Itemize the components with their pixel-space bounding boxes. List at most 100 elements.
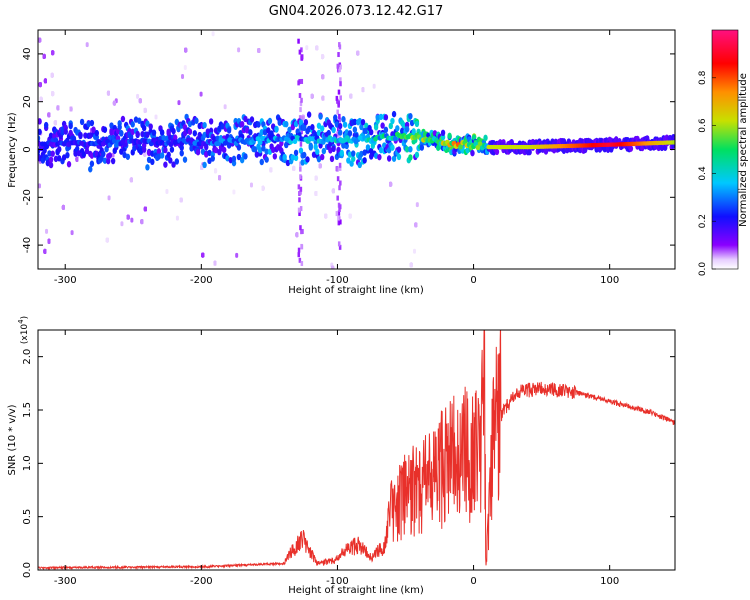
spectrogram-band-cell — [326, 129, 331, 137]
spectrogram-band-cell — [169, 146, 175, 153]
spectrogram-noise-cell — [321, 54, 325, 60]
spectrogram-noise-cell — [218, 175, 222, 181]
spectrogram-band-cell — [57, 146, 62, 153]
spectrogram-band-cell — [217, 148, 222, 156]
spectrogram-streak-cell — [301, 228, 304, 234]
spectrogram-band-cell — [163, 161, 168, 168]
spectrogram-band-cell — [137, 117, 142, 124]
spectrogram-band-cell — [161, 135, 166, 142]
spectrogram-band-cell — [259, 158, 264, 166]
spectrogram-band-cell — [81, 151, 86, 158]
spectrogram-band-cell — [628, 145, 634, 152]
snr-frame — [37, 329, 676, 571]
spectrogram-streak-cell — [337, 215, 340, 221]
spectrogram-band-cell — [408, 112, 413, 120]
spectrogram-band-cell — [57, 155, 62, 162]
spectrogram-streak-cell — [338, 206, 341, 212]
spectrogram-band-cell — [465, 147, 470, 154]
spectrogram-band-cell — [274, 125, 279, 133]
spectrogram-band-cell — [342, 121, 348, 128]
spectrogram-band-cell — [293, 120, 299, 128]
spectrogram-band-cell — [378, 113, 384, 121]
spectrogram-streak-cell — [299, 141, 303, 147]
spectrogram-ridge-cell — [111, 138, 117, 144]
spectrogram-band-cell — [404, 126, 410, 133]
spectrogram-streak-cell — [299, 101, 303, 107]
spectrogram-band-cell — [337, 122, 343, 130]
spectrogram-streak-cell — [335, 211, 339, 217]
spectrogram-noise-cell — [47, 112, 51, 118]
spectrogram-band-cell — [284, 141, 289, 149]
spectrogram-noise-cell — [111, 152, 115, 158]
spectrogram-band-cell — [239, 156, 245, 164]
spectrogram-noise-cell — [321, 74, 325, 80]
snr-y-tick-label: 1.0 — [22, 455, 33, 471]
spectrogram-band-cell — [336, 146, 341, 154]
spectrogram-band-cell — [239, 120, 245, 128]
snr-y-label: SNR (10 * v/v) — [7, 404, 18, 475]
spectrogram-band-cell — [43, 121, 49, 129]
spectrogram-streak-cell — [336, 195, 339, 201]
spectrogram-band-cell — [179, 150, 184, 157]
spectrogram-noise-cell — [43, 78, 47, 84]
spectrogram-noise-cell — [51, 50, 55, 56]
spectrogram-band-cell — [329, 155, 335, 163]
spectrogram-band-cell — [130, 121, 135, 128]
spectrogram-band-cell — [383, 114, 389, 121]
spectrogram-noise-cell — [249, 182, 253, 188]
spectrogram-band-cell — [47, 150, 52, 157]
spectrogram-band-cell — [83, 132, 88, 139]
spectrogram-streak-cell — [297, 247, 301, 253]
spectrogram-ridge-cell — [44, 144, 50, 150]
spectrogram-band-cell — [362, 157, 367, 164]
spectrogram-streak-cell — [337, 241, 341, 247]
spectrogram-noise-cell — [414, 222, 418, 228]
spectrogram-band-cell — [333, 114, 338, 121]
spectrogram-streak-cell — [299, 225, 302, 231]
spectrogram-noise-cell — [47, 238, 51, 244]
spectrogram-x-tick-label: 100 — [600, 275, 619, 286]
spectrogram-band-cell — [53, 155, 59, 163]
spectrogram-noise-cell — [75, 156, 79, 162]
spectrogram-streak-cell — [338, 162, 342, 168]
spectrogram-streak-cell — [338, 165, 342, 171]
spectrogram-band-cell — [277, 119, 282, 126]
spectrogram-band-cell — [171, 161, 176, 168]
spectrogram-noise-cell — [43, 248, 47, 254]
spectrogram-band-cell — [202, 131, 207, 139]
spectrogram-noise-cell — [314, 175, 318, 181]
spectrogram-streak-cell — [298, 49, 302, 55]
spectrogram-band-cell — [302, 151, 307, 159]
snr-x-tick-label: 0 — [470, 576, 476, 587]
spectrogram-band-cell — [182, 156, 188, 163]
spectrogram-noise-cell — [143, 107, 147, 113]
spectrogram-band-cell — [386, 155, 392, 162]
spectrogram-band-cell — [151, 129, 157, 136]
spectrogram-noise-cell — [201, 252, 205, 258]
spectrogram-noise-cell — [120, 221, 124, 227]
spectrogram-band-cell — [364, 127, 369, 135]
spectrogram-band-cell — [102, 157, 108, 164]
spectrogram-band-cell — [208, 118, 214, 125]
spectrogram-x-tick-label: -200 — [190, 275, 213, 286]
spectrogram-band-cell — [48, 156, 54, 163]
spectrogram-noise-cell — [51, 91, 55, 97]
spectrogram-noise-cell — [269, 167, 273, 173]
spectrogram-noise-cell — [257, 47, 261, 53]
spectrogram-ridge-cell — [458, 144, 463, 150]
spectrogram-band-cell — [168, 157, 173, 164]
spectrogram-band-cell — [287, 126, 292, 134]
spectrogram-streak-cell — [299, 166, 302, 172]
spectrogram-band-cell — [205, 128, 211, 135]
spectrogram-noise-cell — [177, 100, 181, 106]
spectrogram-ridge-cell — [288, 139, 294, 145]
spectrogram-noise-cell — [349, 93, 353, 99]
spectrogram-noise-cell — [181, 74, 185, 80]
spectrogram-noise-cell — [129, 177, 133, 183]
spectrogram-band-cell — [117, 123, 122, 131]
spectrogram-band-cell — [408, 154, 413, 161]
spectrogram-noise-cell — [295, 232, 299, 238]
spectrogram-band-cell — [483, 134, 488, 142]
spectrogram-streak-cell — [336, 166, 339, 172]
spectrogram-streak-cell — [339, 95, 342, 101]
